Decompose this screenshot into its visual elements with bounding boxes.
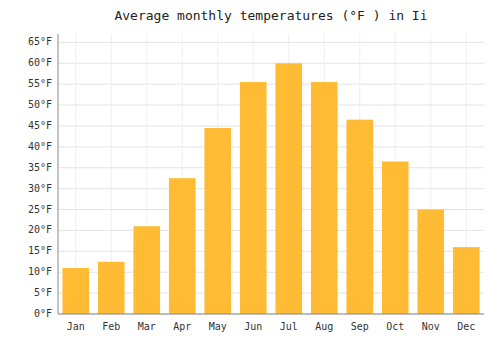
x-tick-label: Dec [457, 321, 475, 332]
grid [58, 34, 484, 314]
x-tick-label: Oct [386, 321, 404, 332]
x-tick-label: Apr [173, 321, 191, 332]
bar [382, 161, 409, 314]
x-tick-label: Jan [67, 321, 85, 332]
y-grid-line [58, 105, 484, 106]
x-tick-label: Sep [351, 321, 369, 332]
x-tick-label: Jul [280, 321, 298, 332]
bars [62, 63, 479, 314]
y-tick-label: 0°F [34, 308, 52, 319]
x-tick-label: Aug [315, 321, 333, 332]
x-tick-label: May [209, 321, 227, 332]
y-tick-label: 5°F [34, 287, 52, 298]
bar [311, 82, 338, 314]
y-tick-label: 65°F [28, 36, 52, 47]
y-grid-line [58, 84, 484, 85]
y-tick-label: 50°F [28, 99, 52, 110]
y-tick-label: 45°F [28, 120, 52, 131]
y-tick-label: 60°F [28, 57, 52, 68]
y-grid-line [58, 146, 484, 147]
y-grid-line [58, 125, 484, 126]
y-tick-label: 35°F [28, 162, 52, 173]
y-grid-line [58, 63, 484, 64]
y-tick-label: 55°F [28, 78, 52, 89]
bar [169, 178, 196, 314]
chart-container: 0°F 5°F 10°F 15°F 20°F 25°F 30°F 35°F 40°F 45°F 50… [0, 0, 500, 350]
bar [417, 210, 444, 314]
chart: 0°F 5°F 10°F 15°F 20°F 25°F 30°F 35°F 40°F 45°F 50… [0, 0, 500, 350]
y-tick-label: 10°F [28, 266, 52, 277]
x-tick-label: Feb [102, 321, 120, 332]
y-grid-line [58, 314, 484, 315]
bar [275, 63, 302, 314]
y-tick-label: 15°F [28, 245, 52, 256]
x-tick-label: Jun [244, 321, 262, 332]
x-axis-line [58, 314, 484, 315]
bar [453, 247, 480, 314]
bar [98, 262, 125, 314]
bar [346, 120, 373, 314]
title: Average monthly temperatures (°F ) in Ii [114, 8, 427, 23]
bar [204, 128, 231, 314]
y-tick-label: 20°F [28, 224, 52, 235]
y-tick-label: 40°F [28, 141, 52, 152]
y-grid-line [58, 167, 484, 168]
x-tick-label: Mar [138, 321, 156, 332]
bar [62, 268, 89, 314]
y-tick-label: 30°F [28, 183, 52, 194]
y-grid-line [58, 42, 484, 43]
bar [240, 82, 267, 314]
y-tick-label: 25°F [28, 204, 52, 215]
y-axis-line [58, 34, 59, 314]
x-tick-label: Nov [422, 321, 440, 332]
axes: 0°F 5°F 10°F 15°F 20°F 25°F 30°F 35°F 40°F 45°F 50… [28, 34, 484, 332]
y-grid-line [58, 188, 484, 189]
bar [133, 226, 160, 314]
